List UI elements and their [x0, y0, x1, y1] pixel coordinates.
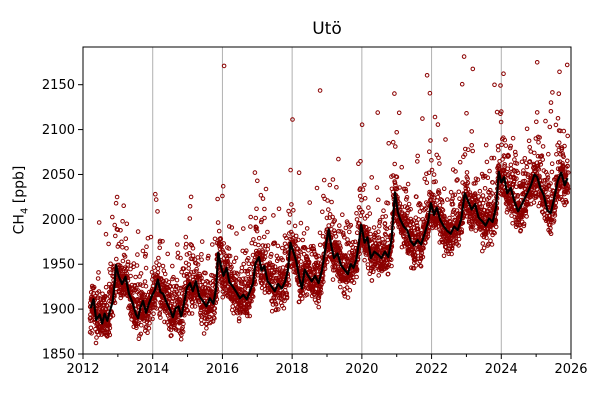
x-tick-label: 2018	[276, 362, 309, 377]
chart-title: Utö	[312, 19, 342, 39]
x-tick-label: 2014	[136, 362, 169, 377]
y-tick-label: 2000	[42, 213, 75, 228]
y-tick-label: 1850	[42, 348, 75, 363]
x-tick-label: 2022	[415, 362, 448, 377]
x-tick-label: 2012	[66, 362, 99, 377]
y-tick-label: 2100	[42, 123, 75, 138]
x-tick-label: 2016	[206, 362, 239, 377]
trend-line	[89, 170, 569, 325]
scatter-series	[87, 54, 571, 346]
y-tick-label: 2050	[42, 168, 75, 183]
x-tick-label: 2020	[345, 362, 378, 377]
x-tick-label: 2024	[485, 362, 518, 377]
y-tick-label: 1950	[42, 258, 75, 273]
x-tick-label: 2026	[554, 362, 587, 377]
y-tick-label: 2150	[42, 78, 75, 93]
y-tick-label: 1900	[42, 303, 75, 318]
